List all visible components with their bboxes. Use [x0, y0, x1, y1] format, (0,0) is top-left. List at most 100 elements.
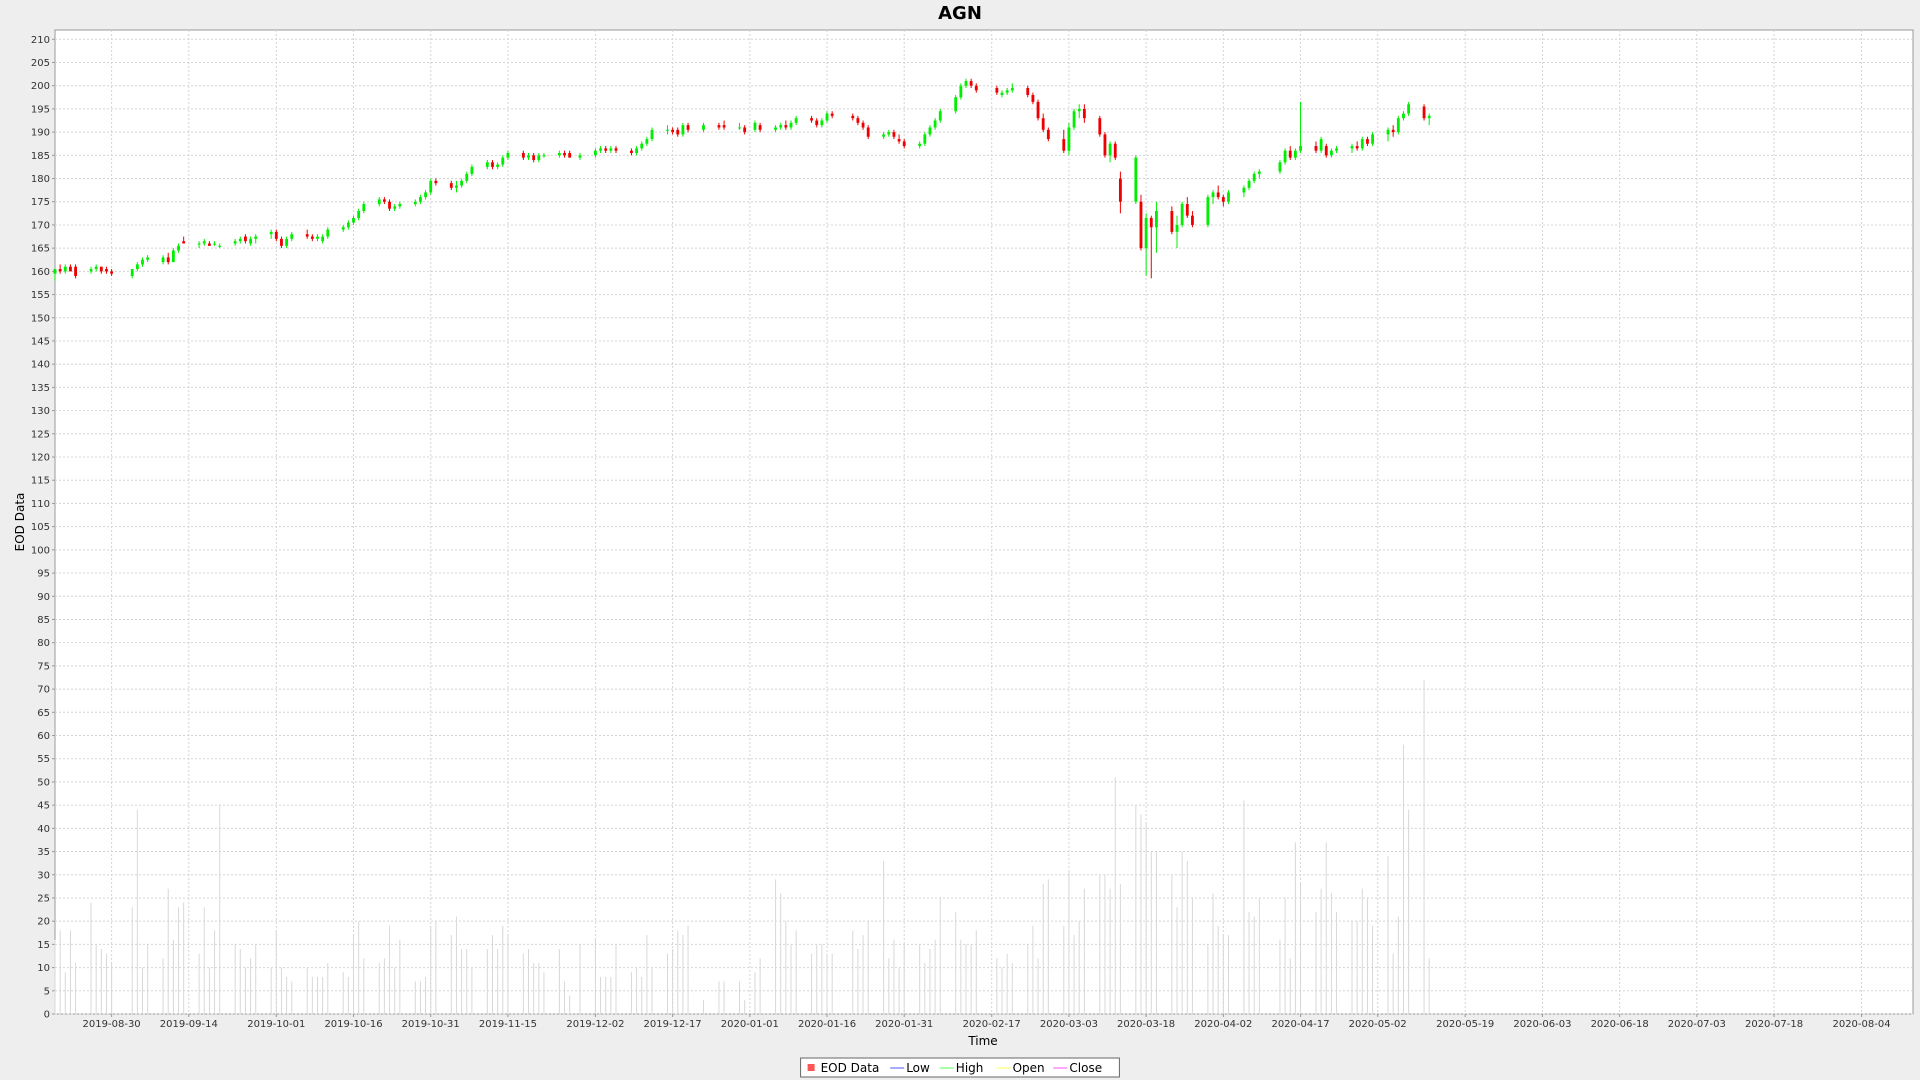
- candle-body: [388, 201, 391, 209]
- candle-body: [784, 125, 788, 128]
- y-tick-label: 40: [37, 824, 50, 835]
- candle-body: [244, 236, 247, 242]
- candle-body: [110, 271, 114, 274]
- candle-body: [964, 81, 968, 86]
- candle-body: [882, 134, 886, 137]
- candle-body: [341, 227, 345, 230]
- y-tick-label: 145: [31, 336, 50, 347]
- y-tick-label: 160: [31, 267, 50, 278]
- candle-body: [197, 243, 201, 245]
- candle-body: [89, 269, 93, 272]
- y-tick-label: 180: [31, 174, 50, 185]
- candle-body: [326, 229, 330, 237]
- y-tick-label: 80: [37, 638, 50, 649]
- y-tick-label: 170: [31, 220, 50, 231]
- candle-body: [1407, 104, 1411, 114]
- candle-body: [542, 155, 546, 157]
- candle-body: [233, 241, 237, 244]
- candle-body: [1242, 187, 1246, 193]
- candle-body: [676, 129, 680, 135]
- x-tick-label: 2020-04-02: [1194, 1019, 1252, 1030]
- x-tick-label: 2020-04-17: [1271, 1019, 1329, 1030]
- y-tick-label: 140: [31, 360, 50, 371]
- candle-body: [94, 266, 98, 270]
- x-tick-label: 2020-02-17: [963, 1019, 1021, 1030]
- y-tick-label: 65: [37, 708, 50, 719]
- y-tick-label: 165: [31, 244, 50, 255]
- y-tick-label: 10: [37, 963, 50, 974]
- candle-body: [1113, 143, 1117, 158]
- candle-body: [207, 243, 211, 246]
- candle-body: [938, 111, 942, 121]
- candle-body: [1185, 204, 1189, 216]
- x-tick-label: 2020-06-18: [1591, 1019, 1649, 1030]
- candle-body: [928, 127, 932, 135]
- candle-body: [182, 241, 186, 244]
- candle-body: [789, 122, 793, 128]
- candle-body: [1221, 197, 1225, 202]
- y-tick-label: 120: [31, 453, 50, 464]
- candle-body: [105, 269, 108, 272]
- candle-body: [1139, 201, 1143, 249]
- candle-body: [810, 118, 813, 121]
- candle-body: [851, 115, 855, 119]
- candle-body: [686, 125, 690, 130]
- candle-body: [1180, 204, 1184, 225]
- candle-body: [254, 236, 258, 239]
- candle-body: [202, 241, 206, 244]
- candle-body: [671, 129, 675, 133]
- candle-body: [74, 266, 78, 276]
- candle-body: [758, 125, 762, 130]
- candle-body: [1118, 178, 1122, 202]
- candle-body: [1366, 139, 1369, 144]
- candle-body: [557, 153, 561, 156]
- candle-body: [830, 113, 834, 116]
- x-tick-label: 2019-10-16: [324, 1019, 382, 1030]
- candle-body: [599, 148, 602, 151]
- candle-body: [774, 127, 777, 130]
- y-tick-label: 195: [31, 104, 50, 115]
- candle-body: [1324, 146, 1328, 156]
- candle-body: [995, 88, 999, 93]
- legend-box: [800, 1057, 1120, 1078]
- candle-body: [681, 125, 685, 135]
- candle-body: [382, 199, 386, 202]
- candle-body: [1026, 88, 1030, 95]
- candle-body: [1170, 211, 1174, 232]
- candle-body: [398, 204, 402, 207]
- candle-body: [974, 85, 978, 91]
- candle-body: [954, 97, 958, 112]
- candle-body: [171, 250, 175, 263]
- chart-title: AGN: [938, 3, 982, 24]
- x-tick-label: 2019-10-01: [247, 1019, 305, 1030]
- candle-body: [1227, 192, 1230, 202]
- candle-body: [249, 238, 252, 244]
- candle-body: [1396, 118, 1400, 133]
- candle-body: [666, 129, 669, 131]
- candle-body: [1314, 146, 1318, 151]
- candle-body: [1391, 129, 1395, 133]
- y-tick-label: 0: [44, 1010, 50, 1021]
- candle-body: [897, 139, 901, 142]
- y-tick-label: 200: [31, 81, 50, 92]
- candle-body: [717, 125, 721, 128]
- candle-body: [1000, 92, 1004, 95]
- y-tick-label: 5: [44, 986, 50, 997]
- candle-body: [1098, 118, 1102, 135]
- candle-body: [491, 162, 494, 167]
- candle-body: [1252, 173, 1256, 181]
- x-tick-label: 2019-10-31: [402, 1019, 460, 1030]
- legend-label: EOD Data: [821, 1061, 880, 1075]
- plot-area: [54, 29, 1914, 1015]
- candle-body: [460, 180, 464, 186]
- candle-body: [861, 122, 865, 128]
- candle-body: [1211, 192, 1215, 198]
- candle-body: [1134, 157, 1138, 202]
- candle-body: [1062, 139, 1066, 151]
- candle-body: [866, 127, 870, 137]
- candle-body: [1402, 113, 1405, 119]
- candle-body: [99, 266, 103, 272]
- candle-body: [532, 155, 536, 160]
- candle-body: [130, 269, 134, 276]
